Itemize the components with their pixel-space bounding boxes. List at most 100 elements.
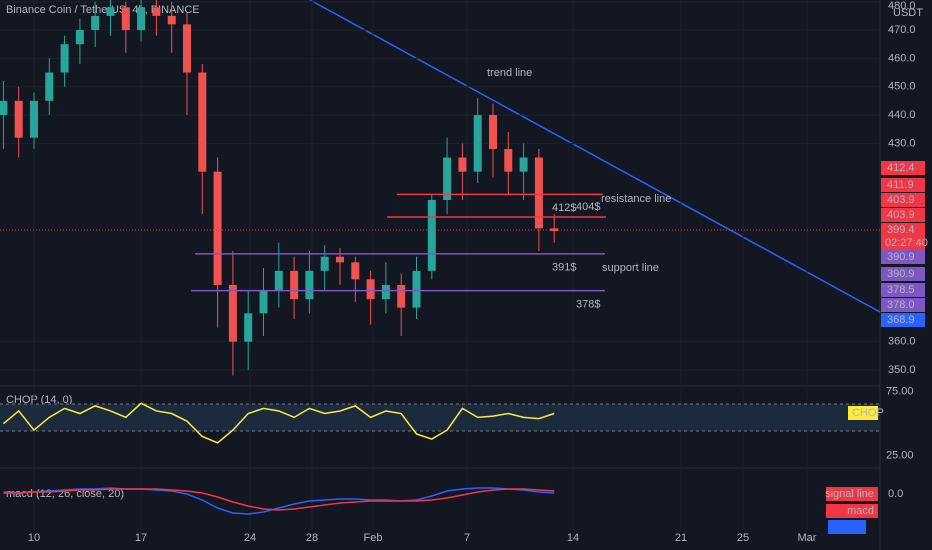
level-label: 404$ (576, 201, 600, 213)
candle-body (198, 72, 207, 172)
candle-body (167, 15, 176, 25)
candle-body (259, 290, 268, 314)
candle-body (183, 24, 191, 73)
x-tick-label: 24 (244, 532, 256, 544)
macd-line (3, 488, 555, 511)
candle-body (412, 270, 421, 308)
price-badge-label: 390.9 (887, 251, 915, 263)
candle-body (320, 256, 329, 271)
y-tick-label: 480.0 (888, 0, 916, 12)
candle-body (351, 262, 360, 280)
candle-body (14, 100, 23, 138)
y-tick-label: 0.0 (888, 488, 903, 500)
y-tick-label: 440.0 (888, 109, 916, 121)
y-tick-label: 350.0 (888, 364, 916, 376)
x-tick-label: Mar (798, 532, 817, 544)
price-badge-label: 403.9 (887, 209, 915, 221)
price-badge (881, 250, 925, 264)
macd-badge (828, 520, 866, 534)
price-badge-label: 378.0 (887, 299, 915, 311)
candle-body (397, 284, 406, 308)
x-tick-label: Feb (364, 532, 383, 544)
x-tick-label: 25 (737, 532, 749, 544)
candle-body (381, 284, 390, 300)
candle-body (489, 115, 497, 150)
x-tick-label: 10 (28, 532, 40, 544)
candle-body (30, 100, 38, 138)
price-badge-label: 399.4 (887, 224, 915, 236)
chop-badge (848, 406, 878, 420)
candle-body (45, 72, 54, 101)
y-tick-label: 430.0 (888, 137, 916, 149)
trend-line[interactable] (309, 0, 881, 313)
candle-body (427, 200, 436, 271)
countdown: 02:27:40 (885, 237, 928, 249)
level-label: 391$ (552, 262, 576, 274)
price-badge-label: 368.9 (887, 314, 915, 326)
candle-body (534, 157, 543, 229)
chop-line (2, 402, 555, 444)
price-badge (881, 283, 925, 297)
candle-body (137, 7, 146, 31)
candle-body (121, 7, 130, 31)
y-tick-label: 470.0 (888, 24, 916, 36)
x-tick-label: 14 (567, 532, 579, 544)
candle-body (213, 171, 222, 285)
y-tick-label: 450.0 (888, 81, 916, 93)
x-tick-label: 21 (675, 532, 687, 544)
candle-body (152, 7, 161, 16)
annotation: resistance line (601, 193, 671, 205)
price-badge (881, 161, 925, 175)
x-tick-label: 7 (464, 532, 470, 544)
candle-body (504, 149, 513, 172)
y-tick-label: 75.00 (886, 386, 914, 398)
y-tick-label: 25.00 (886, 450, 914, 462)
legend-label: macd (847, 505, 874, 517)
countdown-badge (881, 236, 925, 250)
macd-line (3, 487, 555, 515)
price-badge-label: 411.9 (887, 179, 914, 191)
candle-body (244, 313, 253, 342)
chop-band (0, 404, 880, 431)
price-badge (881, 223, 925, 237)
candle-body (0, 100, 8, 116)
candle-body (519, 157, 528, 172)
level-label: 378$ (576, 299, 600, 311)
level-label: 412$ (552, 202, 576, 214)
candle-body (75, 30, 84, 45)
candle-body (60, 44, 69, 73)
chop-badge-label: CHOP (852, 407, 884, 419)
price-badge-label: 378.5 (887, 284, 915, 296)
currency: USDT (893, 7, 923, 19)
legend-label: signal line (825, 488, 874, 500)
candle-body (106, 7, 115, 16)
annotation: trend line (487, 67, 532, 79)
candle-body (274, 270, 283, 291)
candle-body (473, 115, 482, 172)
candle-body (443, 157, 452, 201)
x-tick-label: 28 (306, 532, 318, 544)
macd-label: macd (12, 26, close, 20) (6, 488, 124, 500)
price-badge-label: 390.9 (887, 268, 915, 280)
price-badge-label: 412.4 (887, 162, 915, 174)
candle-body (366, 279, 375, 300)
candle-body (290, 270, 299, 300)
price-badge (881, 208, 925, 222)
y-tick-label: 460.0 (888, 52, 916, 64)
symbol-title: Binance Coin / TetherUS, 4h, BINANCE (6, 4, 200, 16)
price-badge (881, 298, 925, 312)
price-badge (881, 267, 925, 281)
x-tick-label: 17 (135, 532, 147, 544)
candle-body (458, 157, 467, 172)
candle-body (91, 15, 100, 31)
y-tick-label: 360.0 (888, 336, 916, 348)
candle-body (228, 284, 237, 342)
candle-body (550, 228, 559, 232)
legend-badge (826, 487, 878, 501)
price-badge (881, 178, 925, 192)
price-badge (881, 193, 925, 207)
price-badge-label: 403.9 (887, 194, 915, 206)
